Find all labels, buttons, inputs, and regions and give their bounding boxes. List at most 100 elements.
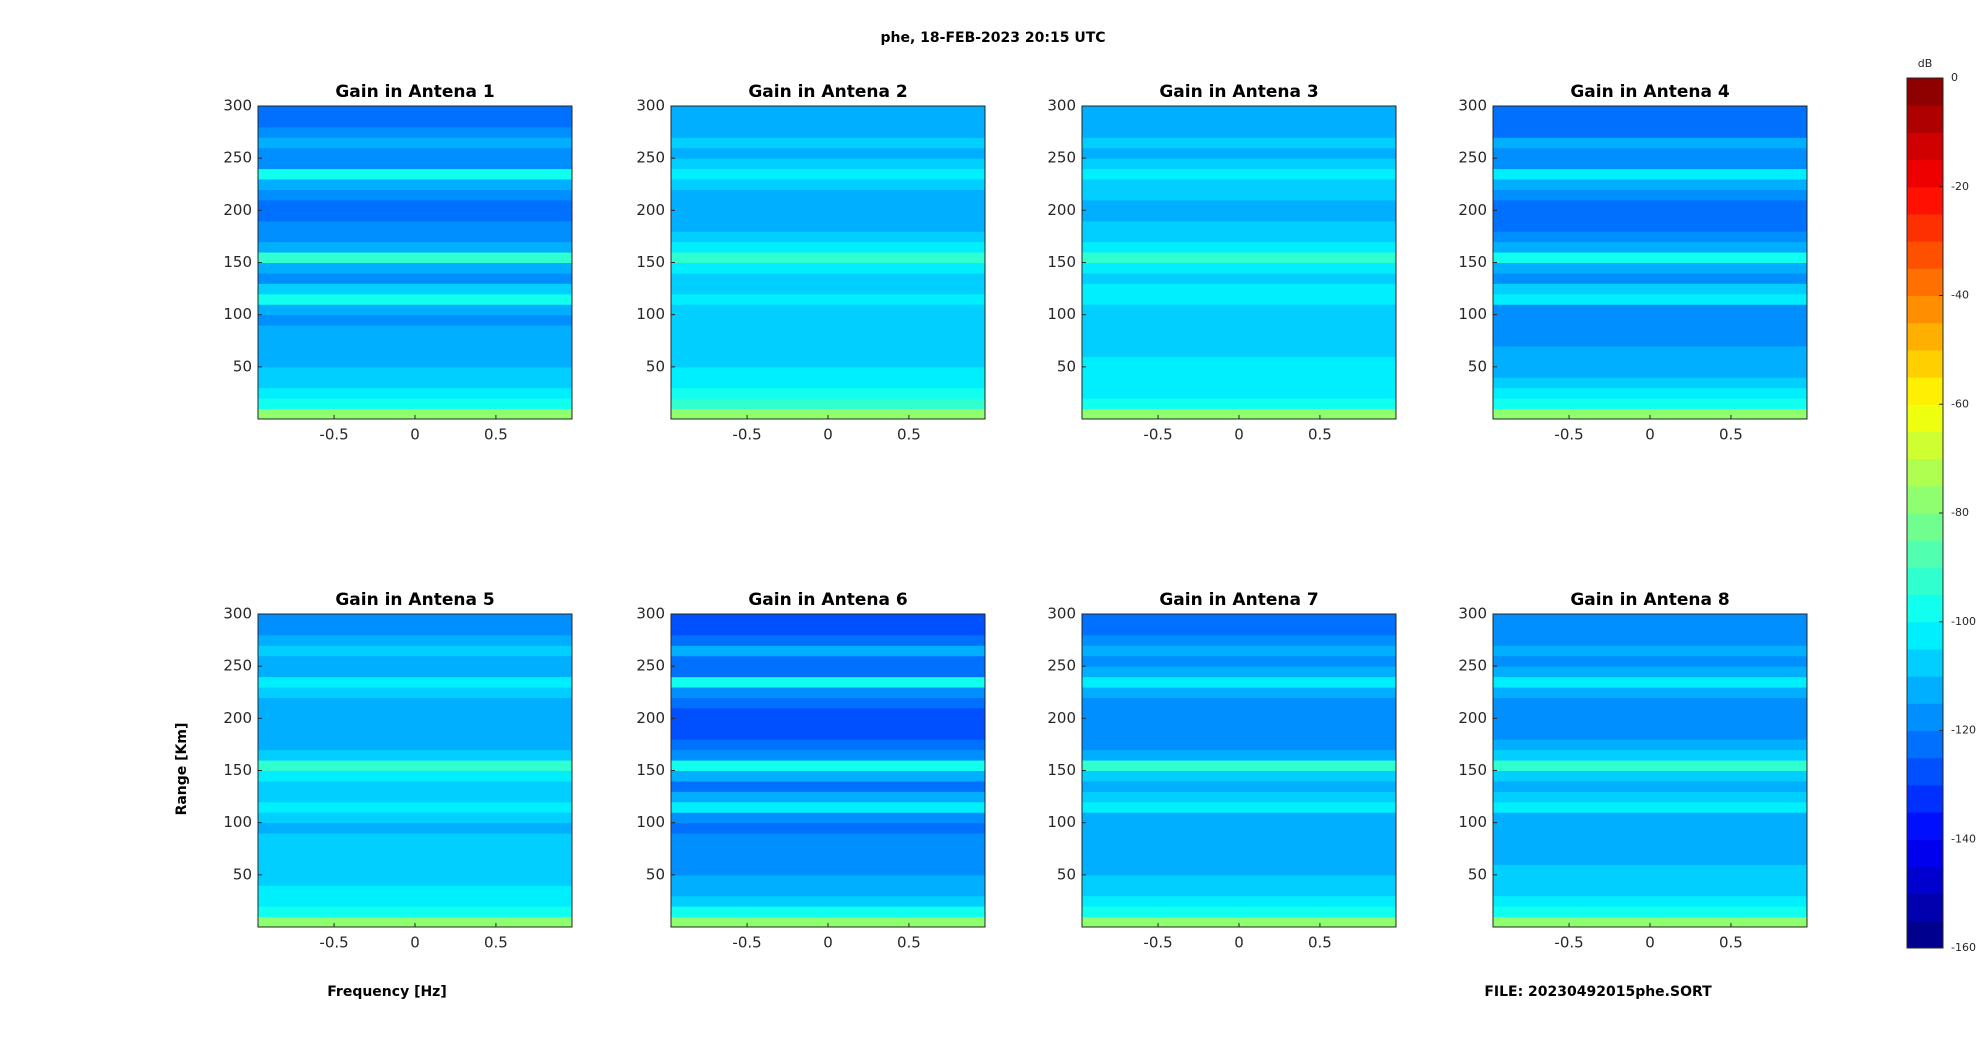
- figure-title: phe, 18-FEB-2023 20:15 UTC: [880, 30, 1105, 46]
- heatmap-row: [1493, 874, 1807, 886]
- heatmap-row: [258, 325, 572, 337]
- heatmap-row: [671, 916, 985, 927]
- heatmap-row: [671, 791, 985, 803]
- x-tick-label: 0.5: [484, 426, 508, 444]
- cells: [258, 614, 572, 927]
- colorbar-level: [1907, 295, 1943, 324]
- heatmap-row: [671, 106, 985, 117]
- heatmap-row: [1082, 179, 1396, 190]
- panel: Gain in Antena 8 -0.5 0 0.5 50 100 150 200 250 30…: [1458, 590, 1808, 952]
- heatmap-row: [671, 199, 985, 211]
- heatmap-row: [1493, 676, 1807, 688]
- y-tick-label: 250: [1047, 149, 1076, 167]
- heatmap-row: [671, 707, 985, 719]
- heatmap-row: [258, 262, 572, 274]
- heatmap-row: [1082, 325, 1396, 337]
- heatmap-row: [671, 220, 985, 232]
- heatmap-row: [258, 345, 572, 357]
- heatmap-row: [1493, 614, 1807, 625]
- panel: Gain in Antena 6 -0.5 0 0.5 50 100 150 200 250 30…: [636, 590, 986, 952]
- heatmap-row: [258, 147, 572, 159]
- y-tick-label: 50: [646, 865, 665, 883]
- heatmap-row: [671, 387, 985, 399]
- y-tick-label: 200: [636, 201, 665, 219]
- heatmap-row: [258, 335, 572, 347]
- y-tick-label: 250: [223, 657, 252, 675]
- colorbar-level: [1907, 621, 1943, 650]
- heatmap-row: [258, 126, 572, 138]
- heatmap-row: [1493, 137, 1807, 149]
- heatmap-row: [1493, 398, 1807, 410]
- y-tick-label: 150: [1458, 253, 1487, 271]
- heatmap-row: [671, 749, 985, 761]
- x-tick-label: -0.5: [319, 934, 348, 952]
- colorbar-level: [1907, 757, 1943, 786]
- heatmap-row: [1082, 168, 1396, 180]
- y-tick-label: 300: [223, 97, 252, 115]
- colorbar-level: [1907, 567, 1943, 596]
- heatmap-row: [1493, 791, 1807, 803]
- panel-title: Gain in Antena 2: [748, 82, 907, 102]
- heatmap-row: [671, 231, 985, 243]
- colorbar-tick-label: -20: [1951, 180, 1969, 193]
- panel-title: Gain in Antena 6: [748, 590, 907, 610]
- y-tick-label: 250: [1458, 149, 1487, 167]
- heatmap-row: [258, 116, 572, 128]
- heatmap-row: [1082, 408, 1396, 419]
- heatmap-row: [1493, 655, 1807, 667]
- heatmap-row: [1082, 874, 1396, 886]
- y-tick-label: 250: [1458, 657, 1487, 675]
- heatmap-row: [1082, 387, 1396, 399]
- heatmap-row: [1493, 179, 1807, 190]
- x-tick-label: 0: [823, 426, 833, 444]
- heatmap-row: [1493, 356, 1807, 368]
- heatmap-row: [671, 655, 985, 667]
- y-tick-label: 300: [636, 605, 665, 623]
- heatmap-row: [258, 885, 572, 897]
- heatmap-row: [258, 874, 572, 886]
- panel-title: Gain in Antena 7: [1159, 590, 1318, 610]
- heatmap-row: [1082, 749, 1396, 761]
- heatmap-row: [1493, 293, 1807, 305]
- y-tick-label: 50: [1057, 357, 1076, 375]
- heatmap-row: [258, 356, 572, 368]
- heatmap-row: [671, 885, 985, 897]
- heatmap-row: [671, 833, 985, 845]
- heatmap-row: [1493, 916, 1807, 927]
- heatmap-row: [1493, 697, 1807, 709]
- y-tick-label: 150: [1047, 253, 1076, 271]
- heatmap-row: [1082, 906, 1396, 918]
- heatmap-row: [671, 906, 985, 918]
- heatmap-row: [258, 293, 572, 305]
- heatmap-row: [1493, 739, 1807, 751]
- panel-title: Gain in Antena 3: [1159, 82, 1318, 102]
- heatmap-row: [1082, 843, 1396, 855]
- heatmap-row: [1493, 377, 1807, 389]
- heatmap-row: [258, 666, 572, 678]
- heatmap-row: [258, 241, 572, 253]
- colorbar-level: [1907, 105, 1943, 133]
- colorbar-level: [1907, 322, 1943, 351]
- y-tick-label: 100: [223, 813, 252, 831]
- heatmap-row: [671, 687, 985, 698]
- colorbar-level: [1907, 268, 1943, 296]
- x-tick-label: 0.5: [1308, 934, 1332, 952]
- heatmap-row: [671, 728, 985, 740]
- x-tick-label: -0.5: [1143, 426, 1172, 444]
- heatmap-row: [671, 666, 985, 678]
- heatmap-row: [671, 272, 985, 284]
- heatmap-row: [671, 864, 985, 876]
- heatmap-row: [258, 220, 572, 232]
- heatmap-row: [671, 179, 985, 190]
- heatmap-row: [258, 366, 572, 378]
- heatmap-row: [671, 293, 985, 305]
- heatmap-row: [1082, 760, 1396, 771]
- heatmap-row: [1082, 377, 1396, 389]
- y-tick-label: 100: [1047, 813, 1076, 831]
- heatmap-row: [1082, 624, 1396, 636]
- heatmap-row: [258, 812, 572, 824]
- x-tick-label: 0: [410, 426, 420, 444]
- y-tick-label: 150: [1047, 761, 1076, 779]
- heatmap-row: [1493, 687, 1807, 698]
